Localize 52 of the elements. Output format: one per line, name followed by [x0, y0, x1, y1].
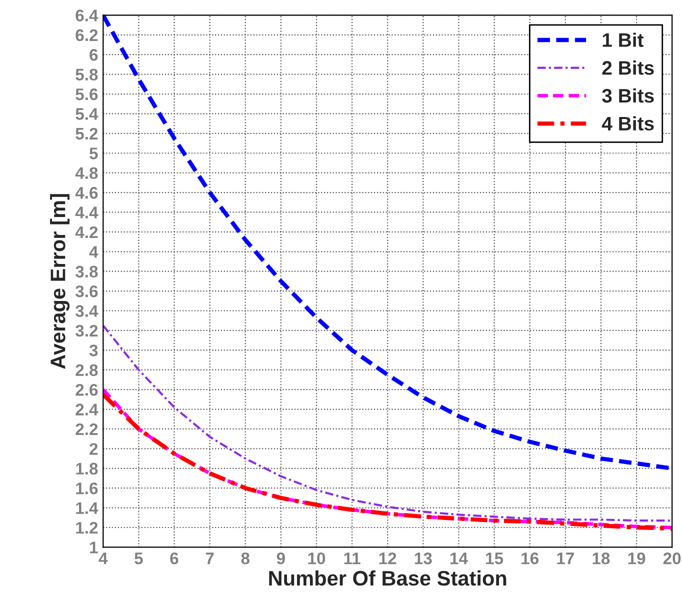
legend-label: 4 Bits: [602, 116, 654, 131]
y-tick-label: 6: [90, 49, 98, 61]
y-tick-label: 5.6: [76, 88, 98, 100]
y-tick-label: 5: [90, 148, 98, 160]
x-tick-label: 5: [134, 552, 143, 564]
y-tick-label: 3.4: [75, 305, 98, 317]
y-tick-label: 6.2: [76, 29, 98, 42]
y-tick-label: 1.2: [76, 522, 98, 534]
y-tick-label: 4: [89, 246, 98, 258]
y-tick-label: 5.2: [76, 128, 98, 140]
x-tick-label: 19: [628, 552, 646, 564]
y-tick-label: 1.6: [76, 482, 98, 494]
y-tick-label: 2.8: [76, 364, 98, 376]
legend-label: 1 Bit: [602, 32, 644, 47]
x-tick-label: 7: [206, 552, 214, 564]
y-tick-label: 3.6: [75, 285, 98, 298]
x-tick-label: 15: [486, 552, 504, 564]
x-tick-label: 8: [241, 552, 250, 564]
y-tick-label: 3: [89, 344, 98, 356]
x-tick-label: 13: [414, 552, 432, 564]
y-tick-label: 5.8: [76, 68, 98, 81]
y-tick-label: 2: [90, 443, 98, 455]
y-tick-label: 1.8: [76, 462, 98, 475]
legend-label: 3 Bits: [602, 88, 654, 103]
x-tick-label: 20: [663, 552, 681, 564]
x-tick-label: 11: [344, 552, 360, 564]
x-tick-label: 12: [379, 552, 396, 564]
y-tick-label: 3.2: [75, 324, 98, 337]
y-tick-label: 4.2: [75, 226, 98, 238]
x-tick-label: 4: [98, 552, 108, 564]
y-tick-label: 2.4: [76, 404, 98, 416]
y-tick-label: 1.4: [76, 502, 98, 514]
y-tick-label: 4.4: [75, 206, 98, 218]
line-series: [103, 324, 672, 522]
x-tick-label: 16: [522, 552, 539, 564]
x-tick-label: 14: [450, 552, 468, 564]
y-tick-label: 4.8: [75, 167, 98, 180]
y-tick-label: 3.8: [75, 266, 98, 278]
y-tick-label: 4.6: [75, 186, 98, 199]
x-tick-label: 10: [308, 552, 326, 564]
x-axis-title: Number Of Base Station: [269, 570, 506, 586]
x-tick-label: 18: [592, 552, 610, 564]
y-tick-label: 2.6: [76, 384, 98, 396]
y-tick-label: 1: [90, 542, 98, 554]
y-tick-label: 2.2: [76, 423, 98, 436]
y-tick-label: 6.4: [76, 10, 98, 22]
y-tick-label: 5.4: [76, 108, 98, 120]
x-tick-label: 9: [276, 552, 285, 564]
x-tick-label: 6: [170, 552, 178, 564]
x-tick-label: 17: [557, 552, 574, 564]
y-axis-title: Average Error [m]: [50, 194, 70, 369]
legend-label: 2 Bits: [602, 60, 654, 75]
